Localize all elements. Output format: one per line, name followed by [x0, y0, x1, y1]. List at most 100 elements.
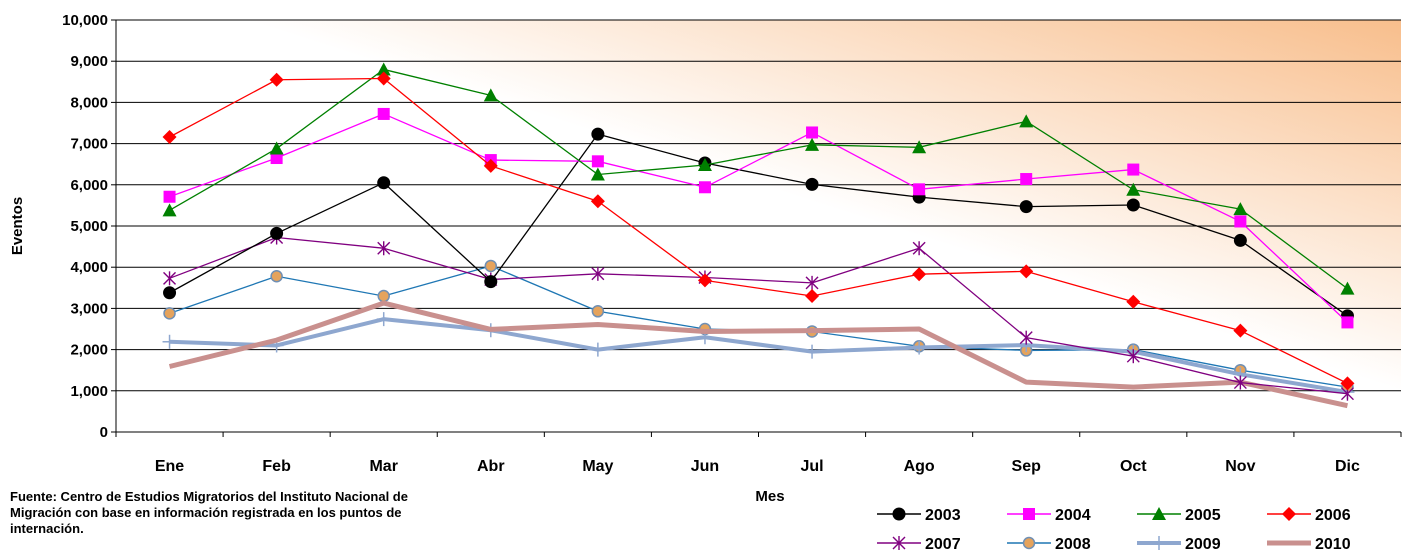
- data-point-2008: [163, 307, 176, 320]
- data-point-2004: [1234, 215, 1247, 228]
- legend-item-2008: 2008: [1007, 536, 1091, 553]
- source-note: Fuente: Centro de Estudios Migratorios d…: [10, 489, 408, 536]
- series-layer: [162, 62, 1355, 409]
- series-line-2010: [168, 300, 1348, 409]
- data-point-2006: [376, 71, 391, 86]
- data-point-2004: [1020, 173, 1033, 186]
- data-point-2007: [912, 241, 926, 256]
- data-point-2004: [913, 183, 926, 196]
- series-line-2006: [169, 77, 1348, 384]
- y-tick-label: 2,000: [70, 342, 108, 359]
- y-tick-label: 5,000: [70, 218, 108, 235]
- data-point-2005: [912, 140, 927, 154]
- data-point-2007: [377, 241, 391, 256]
- data-point-2007: [163, 271, 177, 286]
- legend-label: 2005: [1185, 507, 1221, 524]
- data-point-2008: [591, 305, 605, 318]
- series-line-2005: [169, 68, 1348, 290]
- legend-item-2006: 2006: [1267, 507, 1351, 524]
- data-point-2004: [1127, 163, 1140, 176]
- data-point-2007: [805, 275, 819, 290]
- data-point-2003: [1126, 198, 1140, 212]
- y-tick-label: 9,000: [70, 53, 108, 70]
- y-axis: 0 1,000 2,000 3,000 4,000 5,000 6,000 7,000 8,00…: [62, 12, 117, 441]
- legend-item-2010: 2010: [1267, 536, 1351, 553]
- legend-label: 2006: [1315, 507, 1351, 524]
- y-tick-label: 3,000: [70, 300, 108, 317]
- data-point-2009: [376, 312, 391, 327]
- data-point-2008: [270, 270, 283, 283]
- x-axis-title: Mes: [755, 488, 784, 505]
- data-point-2007: [1019, 330, 1033, 345]
- data-point-2005: [1019, 114, 1034, 128]
- legend-marker: [1282, 507, 1296, 521]
- data-point-2006: [1019, 264, 1034, 279]
- legend-item-2003: 2003: [877, 507, 961, 524]
- data-point-2003: [591, 127, 605, 141]
- legend-label: 2004: [1055, 507, 1091, 524]
- legend-label: 2010: [1315, 536, 1351, 552]
- data-point-2007: [1126, 349, 1140, 364]
- data-point-2006: [1126, 294, 1141, 309]
- data-point-2007: [1233, 375, 1247, 390]
- data-point-2003: [163, 286, 177, 300]
- data-point-2005: [1126, 182, 1141, 196]
- data-point-2007: [591, 266, 605, 281]
- series-line-2004: [169, 113, 1348, 323]
- series-2005: [162, 62, 1355, 295]
- legend-item-2009: 2009: [1137, 536, 1221, 553]
- legend: 2003 2004 2005 2006 2007 2008 2009 2010: [877, 507, 1351, 553]
- x-tick-label: Feb: [262, 458, 291, 475]
- data-point-2009: [590, 342, 605, 357]
- data-point-2006: [1233, 323, 1248, 338]
- data-point-2005: [1340, 281, 1355, 295]
- x-tick-label: Jun: [691, 458, 719, 475]
- data-point-2003: [270, 226, 284, 240]
- data-point-2009: [162, 334, 177, 349]
- data-point-2003: [1233, 233, 1247, 247]
- x-tick-label: Sep: [1012, 458, 1042, 475]
- y-tick-label: 0: [100, 424, 108, 441]
- x-tick-label: Nov: [1225, 458, 1255, 475]
- x-tick-label: Ago: [904, 458, 935, 475]
- data-point-2005: [697, 158, 712, 172]
- y-tick-label: 8,000: [70, 94, 108, 111]
- legend-item-2005: 2005: [1137, 507, 1221, 524]
- legend-label: 2009: [1185, 536, 1221, 552]
- data-point-2004: [163, 190, 176, 203]
- data-point-2008: [377, 289, 390, 303]
- data-point-2006: [162, 130, 177, 145]
- legend-label: 2007: [925, 536, 961, 552]
- x-tick-label: Oct: [1120, 458, 1147, 475]
- legend-marker: [892, 507, 906, 521]
- data-point-2005: [376, 62, 391, 76]
- data-point-2009: [912, 340, 927, 355]
- y-tick-label: 10,000: [62, 12, 108, 29]
- x-axis: Ene Feb Mar Abr May Jun Jul Ago Sep Oct Nov Dic: [115, 431, 1402, 475]
- data-point-2005: [590, 167, 605, 181]
- data-point-2005: [805, 137, 820, 151]
- y-tick-label: 6,000: [70, 177, 108, 194]
- x-tick-label: Ene: [155, 458, 184, 475]
- data-point-2005: [1233, 202, 1248, 216]
- data-point-2006: [805, 289, 820, 304]
- legend-label: 2008: [1055, 536, 1091, 552]
- data-point-2004: [270, 152, 283, 165]
- data-point-2005: [483, 88, 498, 102]
- data-point-2006: [912, 267, 927, 282]
- data-point-2004: [1341, 316, 1354, 329]
- data-point-2003: [484, 275, 498, 289]
- legend-marker: [1023, 508, 1035, 520]
- series-2010: [168, 300, 1348, 409]
- legend-label: 2003: [925, 507, 961, 524]
- data-point-2006: [483, 158, 498, 173]
- legend-item-2004: 2004: [1007, 507, 1091, 524]
- legend-item-2007: 2007: [877, 536, 961, 553]
- data-point-2006: [590, 194, 605, 209]
- data-point-2009: [805, 344, 820, 359]
- legend-marker: [1152, 507, 1166, 520]
- series-line-2007: [169, 236, 1348, 395]
- data-point-2006: [269, 72, 284, 87]
